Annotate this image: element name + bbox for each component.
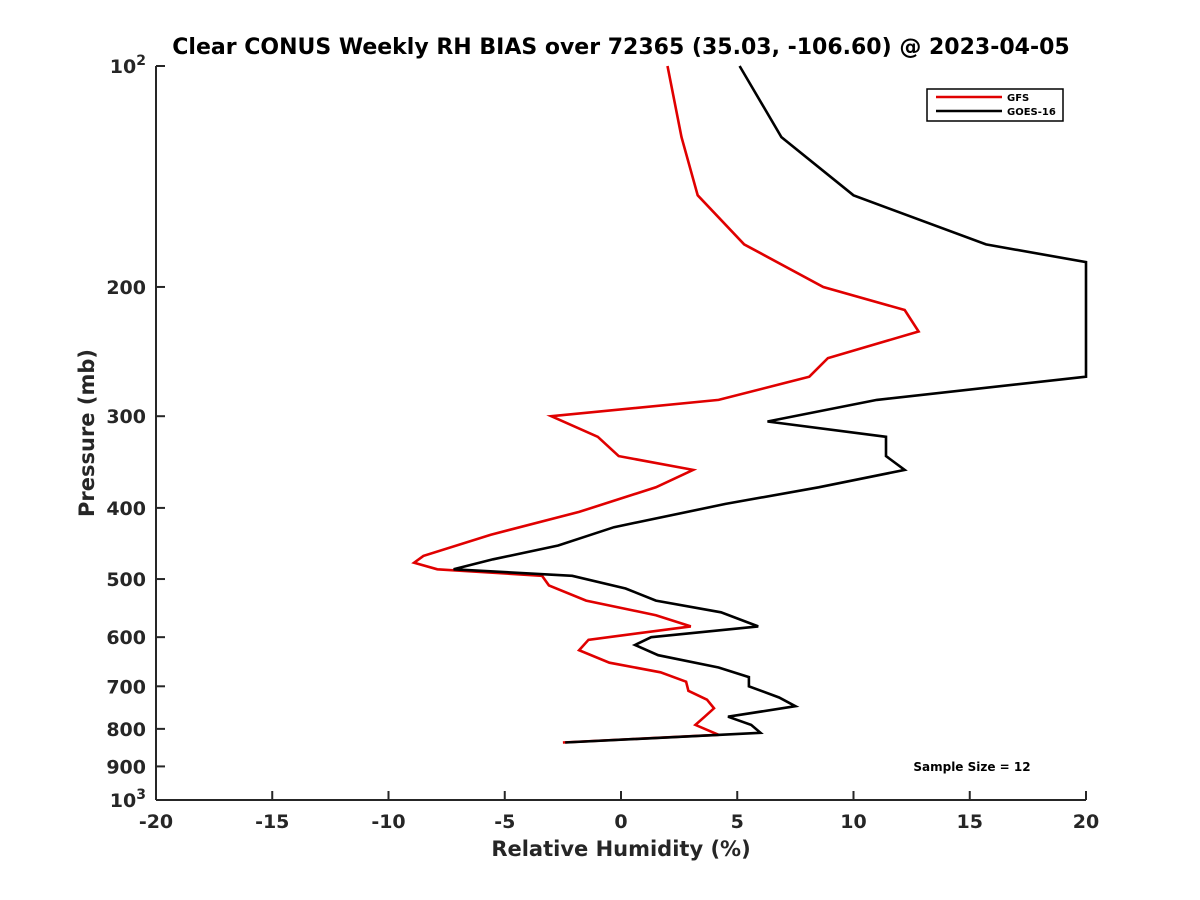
y-tick-label: 600 xyxy=(106,627,146,649)
y-tick-label: 800 xyxy=(106,719,146,741)
plot-axes xyxy=(155,66,1086,801)
x-tick-label: 5 xyxy=(731,811,744,833)
legend: GFS GOES-16 xyxy=(926,88,1064,122)
y-ticks: 102 200 300 400 500 600 700 800 900 103 xyxy=(106,53,165,812)
x-ticks: -20 -15 -10 -5 0 5 10 15 20 xyxy=(139,791,1099,833)
series-layer xyxy=(411,65,1088,744)
y-tick-label: 300 xyxy=(106,406,146,428)
y-tick-label: 200 xyxy=(106,277,146,299)
x-tick-label: 15 xyxy=(957,811,983,833)
y-tick-label: 103 xyxy=(110,787,146,812)
y-tick-label: 900 xyxy=(106,756,146,778)
sample-size-note: Sample Size = 12 xyxy=(913,760,1030,774)
y-tick-label: 700 xyxy=(106,676,146,698)
x-tick-label: -10 xyxy=(371,811,405,833)
legend-label-goes16: GOES-16 xyxy=(1007,107,1056,118)
y-tick-label: 500 xyxy=(106,569,146,591)
x-tick-label: -20 xyxy=(139,811,173,833)
y-tick-label: 102 xyxy=(110,53,146,78)
legend-box xyxy=(926,88,1064,122)
x-tick-label: 0 xyxy=(614,811,627,833)
x-axis-label: Relative Humidity (%) xyxy=(491,837,750,861)
chart-title: Clear CONUS Weekly RH BIAS over 72365 (3… xyxy=(172,35,1069,60)
y-tick-label: 400 xyxy=(106,498,146,520)
legend-label-gfs: GFS xyxy=(1007,93,1029,104)
series-line-gfs xyxy=(411,65,921,744)
x-tick-label: -5 xyxy=(494,811,515,833)
x-tick-label: 20 xyxy=(1073,811,1099,833)
x-tick-label: -15 xyxy=(255,811,289,833)
series-line-goes16 xyxy=(453,65,1088,744)
x-tick-label: 10 xyxy=(840,811,866,833)
y-axis-label: Pressure (mb) xyxy=(75,349,99,517)
